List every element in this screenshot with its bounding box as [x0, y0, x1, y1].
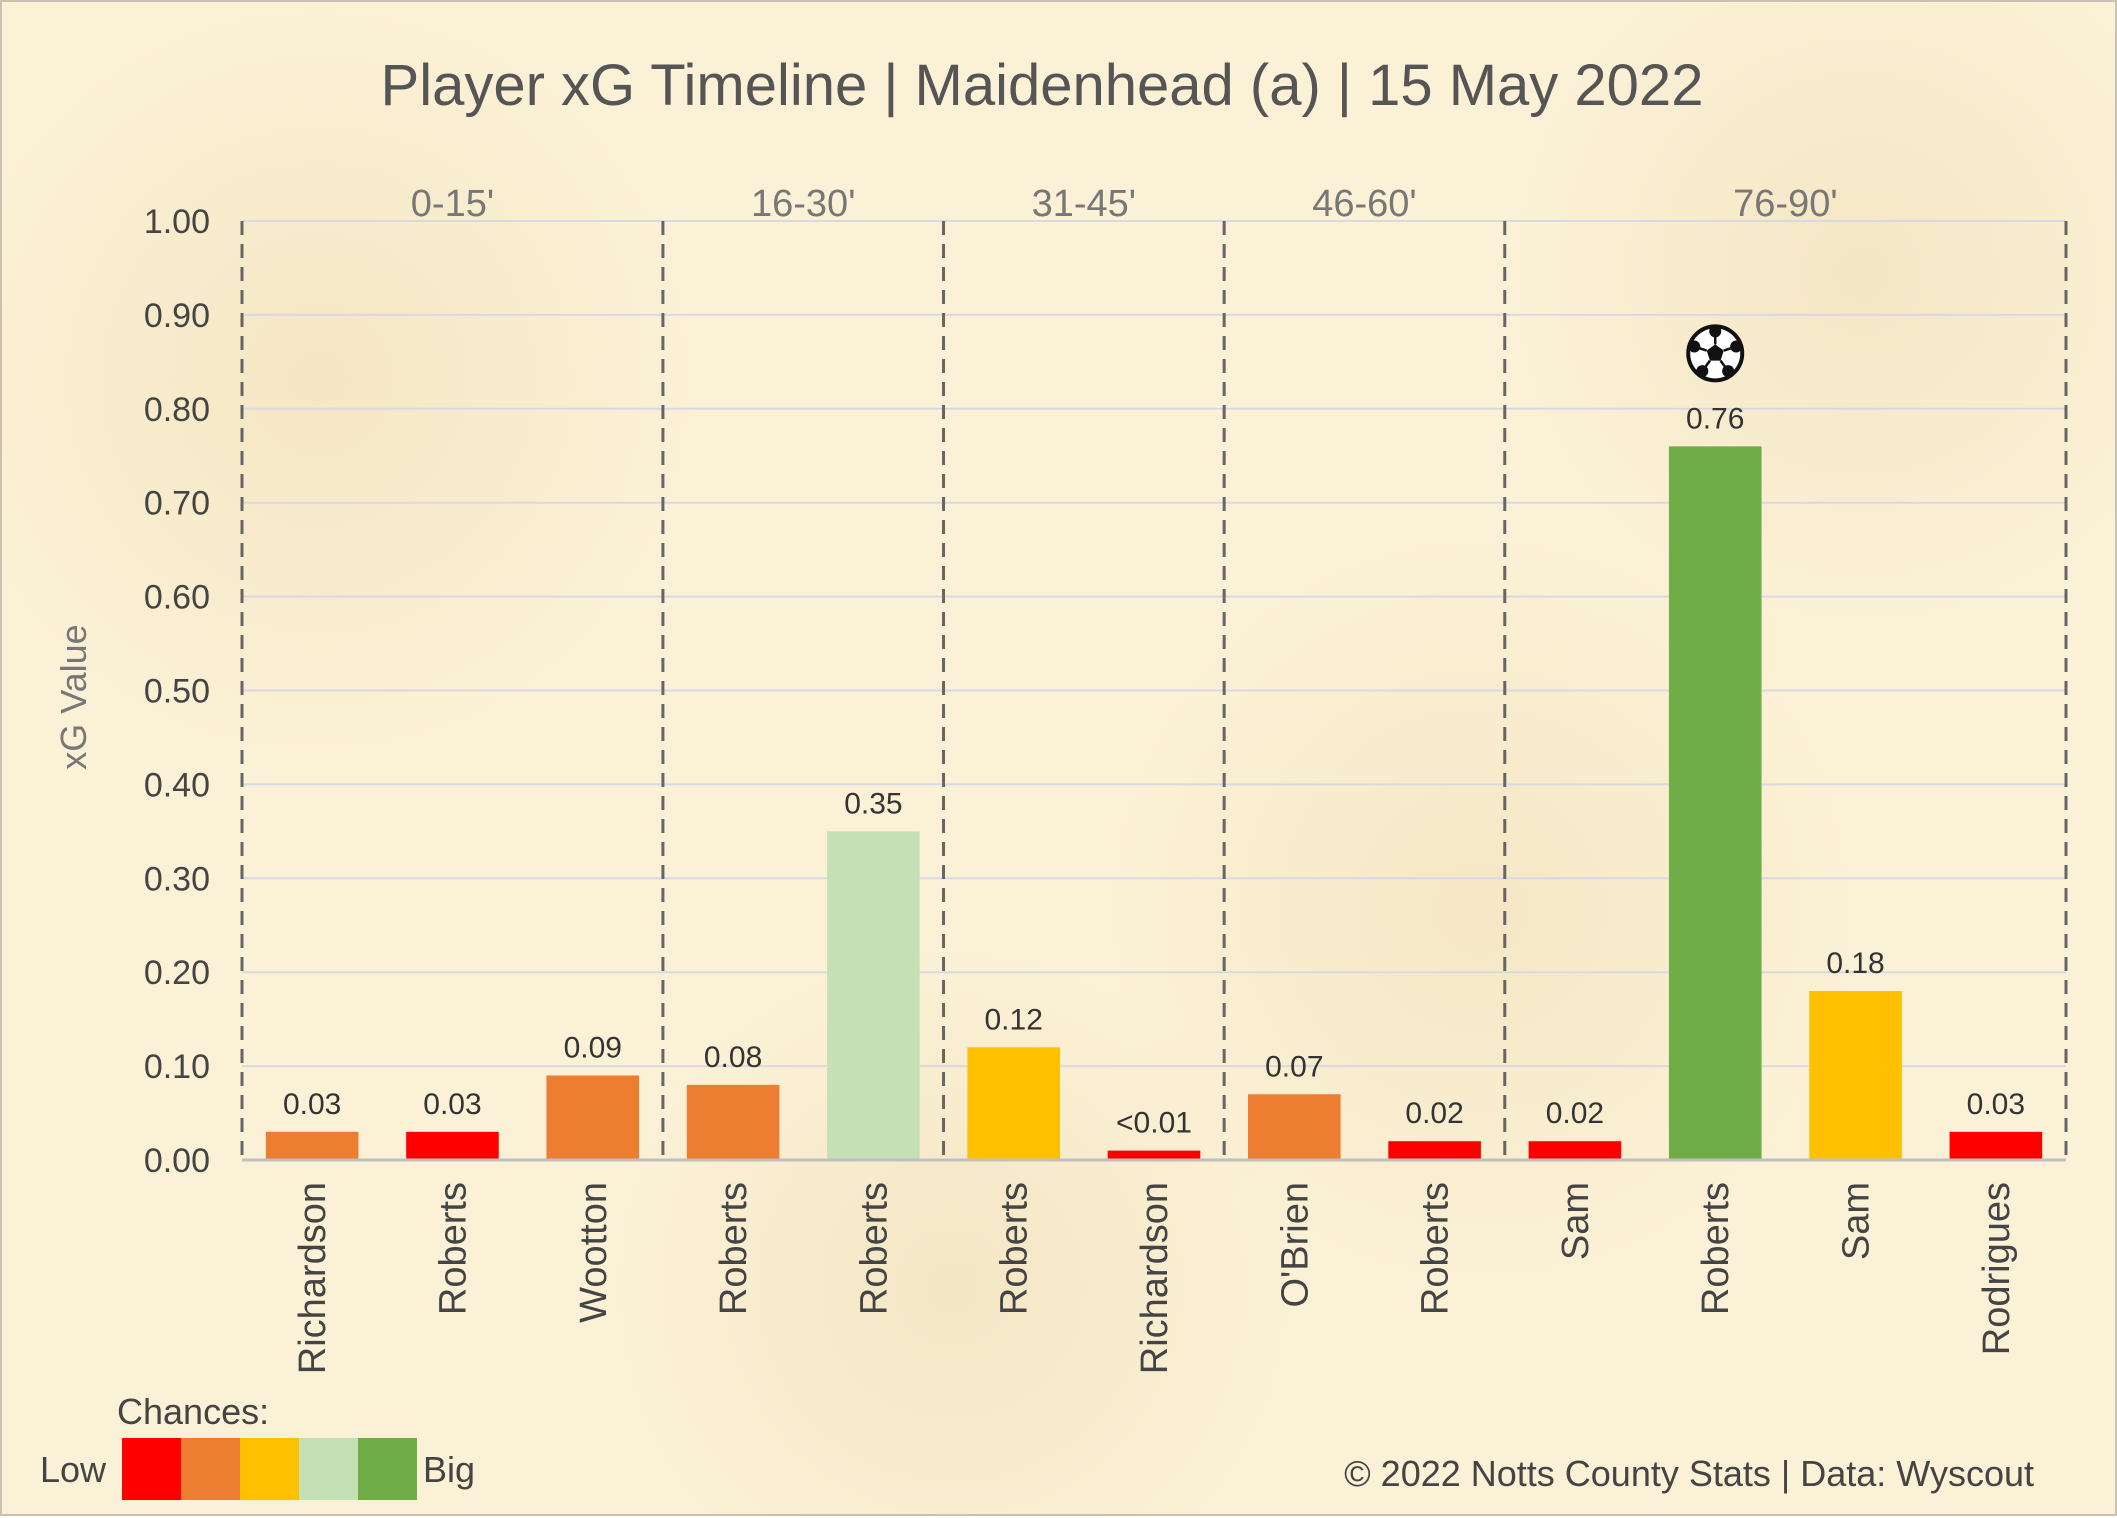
- y-tick-label: 0.40: [144, 766, 210, 804]
- goal-marker: [1686, 324, 1745, 383]
- legend-low-label: Low: [40, 1449, 107, 1490]
- data-label: 0.18: [1826, 947, 1884, 980]
- category-label: Richardson: [1134, 1182, 1176, 1374]
- legend-swatch: [122, 1438, 181, 1500]
- legend-high-label: Big: [423, 1449, 475, 1490]
- category-label: Sam: [1555, 1182, 1597, 1260]
- footer-credit: © 2022 Notts County Stats | Data: Wyscou…: [1344, 1453, 2034, 1494]
- data-label: 0.02: [1546, 1097, 1604, 1130]
- data-label: 0.03: [1967, 1088, 2025, 1121]
- period-dividers: [240, 221, 2068, 1160]
- category-label: O'Brien: [1274, 1182, 1316, 1308]
- y-tick-label: 0.30: [144, 860, 210, 898]
- chart-title: Player xG Timeline | Maidenhead (a) | 15…: [381, 53, 1704, 118]
- legend: Chances: Low Big: [40, 1391, 475, 1500]
- bar: [686, 1084, 780, 1160]
- data-label: 0.09: [564, 1031, 622, 1064]
- category-label: Roberts: [713, 1182, 755, 1315]
- data-label: 0.03: [423, 1088, 481, 1121]
- category-labels: Richardson Roberts Wootton Roberts Roberts Ro…: [292, 1182, 2018, 1374]
- legend-swatch: [181, 1438, 240, 1500]
- data-label: 0.08: [704, 1041, 762, 1074]
- legend-swatches: [122, 1438, 417, 1500]
- category-label: Roberts: [853, 1182, 895, 1315]
- legend-swatch: [299, 1438, 358, 1500]
- bars: [265, 446, 2043, 1160]
- bar: [827, 831, 920, 1160]
- period-label: 76-90': [1733, 183, 1837, 225]
- period-label: 0-15': [411, 183, 494, 225]
- category-label: Rodrigues: [1976, 1182, 2018, 1355]
- data-label: 0.35: [844, 787, 902, 820]
- category-label: Roberts: [1415, 1182, 1457, 1315]
- data-label: 0.02: [1405, 1097, 1463, 1130]
- period-label: 16-30': [751, 183, 855, 225]
- y-tick-label: 0.60: [144, 579, 210, 617]
- data-label: 0.03: [283, 1088, 341, 1121]
- data-labels: 0.03 0.03 0.09 0.08 0.35 0.12 <0.01 0.07 0.02 0.0…: [283, 402, 2025, 1139]
- y-tick-label: 0.10: [144, 1048, 210, 1086]
- period-labels: 0-15' 16-30' 31-45' 46-60' 76-90': [411, 183, 1838, 225]
- y-tick-label: 0.90: [144, 297, 210, 335]
- y-axis-label: xG Value: [53, 624, 94, 769]
- bar: [1107, 1150, 1201, 1160]
- gridlines: [242, 220, 2066, 1068]
- y-tick-labels: 0.00 0.10 0.20 0.30 0.40 0.50 0.60 0.70 0.80 0.90…: [144, 203, 210, 1180]
- y-tick-label: 0.70: [144, 485, 210, 523]
- bar: [967, 1047, 1060, 1160]
- period-label: 31-45': [1032, 183, 1136, 225]
- bar: [1668, 446, 1762, 1160]
- data-label: 0.12: [984, 1003, 1042, 1036]
- category-label: Roberts: [1695, 1182, 1737, 1315]
- bar: [1248, 1094, 1341, 1160]
- y-tick-label: 0.50: [144, 673, 210, 711]
- legend-heading: Chances:: [117, 1391, 269, 1432]
- category-label: Sam: [1836, 1182, 1878, 1260]
- bar: [265, 1131, 359, 1160]
- bar: [546, 1075, 640, 1160]
- soccer-ball-icon: [1686, 324, 1745, 383]
- bar: [1528, 1141, 1622, 1160]
- legend-swatch: [358, 1438, 417, 1500]
- bar: [1388, 1141, 1481, 1160]
- bar: [1809, 990, 1902, 1160]
- category-label: Richardson: [292, 1182, 334, 1374]
- y-tick-label: 0.20: [144, 954, 210, 992]
- category-label: Wootton: [573, 1182, 615, 1323]
- y-tick-label: 1.00: [144, 203, 210, 241]
- y-tick-label: 0.80: [144, 391, 210, 429]
- data-label: 0.76: [1686, 402, 1744, 435]
- category-label: Roberts: [994, 1182, 1036, 1315]
- y-tick-label: 0.00: [144, 1142, 210, 1180]
- data-label: 0.07: [1265, 1050, 1323, 1083]
- legend-swatch: [240, 1438, 299, 1500]
- bar: [1949, 1131, 2043, 1160]
- period-label: 46-60': [1312, 183, 1416, 225]
- data-label: <0.01: [1116, 1107, 1192, 1140]
- bar: [406, 1131, 499, 1160]
- category-label: Roberts: [432, 1182, 474, 1315]
